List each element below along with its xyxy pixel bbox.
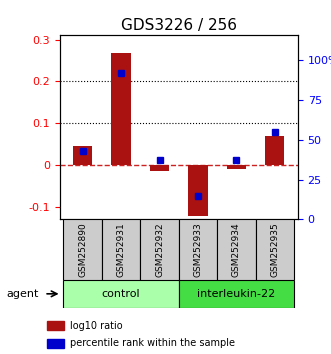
Bar bbox=[227, 165, 246, 169]
FancyBboxPatch shape bbox=[217, 219, 256, 280]
Bar bbox=[47, 321, 64, 330]
Text: GSM252932: GSM252932 bbox=[155, 222, 164, 277]
FancyBboxPatch shape bbox=[64, 280, 179, 308]
Text: agent: agent bbox=[7, 289, 39, 299]
Text: percentile rank within the sample: percentile rank within the sample bbox=[70, 338, 235, 348]
Text: GSM252935: GSM252935 bbox=[270, 222, 279, 277]
Bar bbox=[73, 146, 92, 165]
Bar bbox=[188, 165, 208, 216]
Bar bbox=[47, 339, 64, 348]
Text: interleukin-22: interleukin-22 bbox=[197, 289, 275, 299]
Bar bbox=[150, 165, 169, 171]
FancyBboxPatch shape bbox=[179, 280, 294, 308]
Text: GSM252933: GSM252933 bbox=[193, 222, 203, 277]
FancyBboxPatch shape bbox=[64, 219, 102, 280]
Text: control: control bbox=[102, 289, 140, 299]
Text: log10 ratio: log10 ratio bbox=[70, 321, 122, 331]
Text: GSM252934: GSM252934 bbox=[232, 222, 241, 277]
Bar bbox=[112, 53, 131, 165]
FancyBboxPatch shape bbox=[179, 219, 217, 280]
FancyBboxPatch shape bbox=[102, 219, 140, 280]
Text: GSM252890: GSM252890 bbox=[78, 222, 87, 277]
Title: GDS3226 / 256: GDS3226 / 256 bbox=[121, 18, 237, 33]
Text: GSM252931: GSM252931 bbox=[117, 222, 125, 277]
FancyBboxPatch shape bbox=[256, 219, 294, 280]
FancyBboxPatch shape bbox=[140, 219, 179, 280]
Bar bbox=[265, 136, 284, 165]
